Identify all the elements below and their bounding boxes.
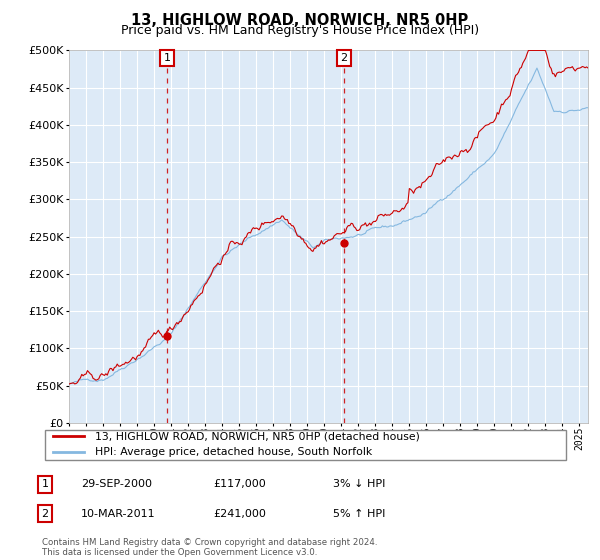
Text: Contains HM Land Registry data © Crown copyright and database right 2024.
This d: Contains HM Land Registry data © Crown c…: [42, 538, 377, 557]
Text: 5% ↑ HPI: 5% ↑ HPI: [333, 508, 385, 519]
Text: 2: 2: [341, 53, 348, 63]
Text: 3% ↓ HPI: 3% ↓ HPI: [333, 479, 385, 489]
Text: 29-SEP-2000: 29-SEP-2000: [81, 479, 152, 489]
Text: 2: 2: [41, 508, 49, 519]
Text: 1: 1: [41, 479, 49, 489]
Text: £117,000: £117,000: [213, 479, 266, 489]
Text: 1: 1: [163, 53, 170, 63]
Text: £241,000: £241,000: [213, 508, 266, 519]
Text: HPI: Average price, detached house, South Norfolk: HPI: Average price, detached house, Sout…: [95, 447, 372, 458]
Text: 13, HIGHLOW ROAD, NORWICH, NR5 0HP: 13, HIGHLOW ROAD, NORWICH, NR5 0HP: [131, 13, 469, 28]
Text: 10-MAR-2011: 10-MAR-2011: [81, 508, 155, 519]
Text: 13, HIGHLOW ROAD, NORWICH, NR5 0HP (detached house): 13, HIGHLOW ROAD, NORWICH, NR5 0HP (deta…: [95, 431, 419, 441]
FancyBboxPatch shape: [44, 430, 566, 460]
Text: Price paid vs. HM Land Registry's House Price Index (HPI): Price paid vs. HM Land Registry's House …: [121, 24, 479, 37]
